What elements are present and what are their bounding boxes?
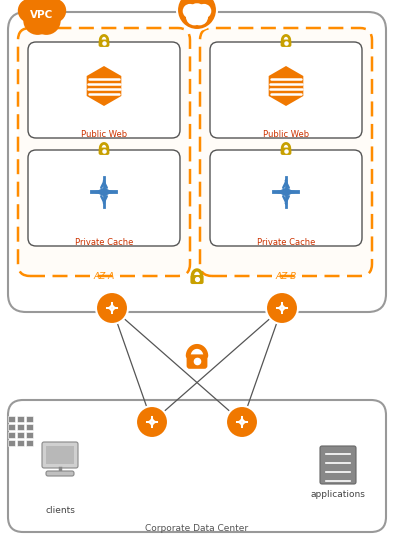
FancyBboxPatch shape: [8, 12, 386, 312]
Bar: [46, 446, 74, 464]
FancyBboxPatch shape: [8, 400, 386, 532]
Circle shape: [187, 3, 207, 23]
Circle shape: [226, 406, 258, 438]
Circle shape: [197, 4, 211, 18]
Circle shape: [96, 292, 128, 324]
Text: Public Web: Public Web: [263, 130, 309, 139]
Circle shape: [191, 8, 208, 25]
FancyBboxPatch shape: [98, 40, 110, 47]
Circle shape: [32, 6, 61, 35]
FancyBboxPatch shape: [320, 446, 356, 484]
Circle shape: [186, 8, 203, 25]
Text: Public Web: Public Web: [81, 130, 127, 139]
Circle shape: [177, 0, 217, 30]
FancyBboxPatch shape: [210, 42, 362, 138]
Bar: [17, 416, 24, 422]
FancyBboxPatch shape: [28, 150, 180, 246]
Bar: [8, 440, 15, 446]
Text: clients: clients: [45, 506, 75, 515]
Bar: [26, 416, 33, 422]
FancyBboxPatch shape: [281, 147, 292, 155]
Polygon shape: [269, 66, 303, 106]
FancyBboxPatch shape: [42, 442, 78, 468]
Bar: [8, 432, 15, 438]
FancyBboxPatch shape: [28, 42, 180, 138]
Bar: [17, 424, 24, 430]
Bar: [8, 424, 15, 430]
Circle shape: [26, 0, 58, 30]
Text: VPC: VPC: [30, 10, 54, 20]
FancyBboxPatch shape: [190, 275, 204, 284]
Bar: [8, 416, 15, 422]
FancyBboxPatch shape: [46, 471, 74, 476]
FancyBboxPatch shape: [281, 40, 292, 47]
FancyBboxPatch shape: [187, 354, 207, 369]
Text: Corporate Data Center: Corporate Data Center: [145, 524, 249, 533]
Text: AZ A: AZ A: [93, 272, 115, 281]
Polygon shape: [87, 66, 121, 106]
FancyBboxPatch shape: [98, 147, 110, 155]
Text: AZ B: AZ B: [275, 272, 297, 281]
Bar: [26, 424, 33, 430]
Bar: [26, 432, 33, 438]
Circle shape: [266, 292, 298, 324]
Circle shape: [42, 0, 66, 23]
Text: Private Cache: Private Cache: [75, 238, 133, 247]
Bar: [17, 440, 24, 446]
Circle shape: [23, 6, 52, 35]
FancyBboxPatch shape: [210, 150, 362, 246]
Circle shape: [18, 0, 42, 23]
Text: applications: applications: [310, 490, 366, 499]
Circle shape: [183, 4, 197, 18]
Circle shape: [136, 406, 168, 438]
Text: Private Cache: Private Cache: [257, 238, 315, 247]
FancyBboxPatch shape: [200, 28, 372, 276]
FancyBboxPatch shape: [18, 28, 190, 276]
Bar: [26, 440, 33, 446]
Bar: [17, 432, 24, 438]
